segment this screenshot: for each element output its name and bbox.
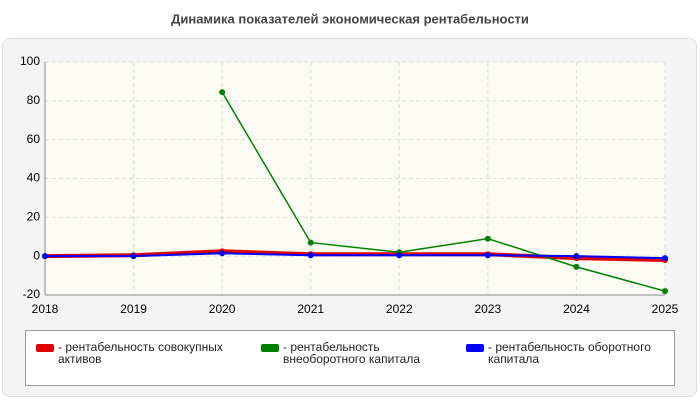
x-tick-label: 2023 bbox=[475, 302, 502, 316]
point bbox=[573, 253, 580, 260]
point bbox=[662, 288, 668, 295]
point bbox=[219, 89, 226, 96]
point bbox=[42, 253, 48, 260]
y-tick-label: 40 bbox=[27, 171, 41, 185]
x-tick-label: 2019 bbox=[120, 302, 147, 316]
series-line bbox=[45, 252, 666, 260]
legend-label: - рентабельность совокупных активов bbox=[58, 340, 223, 366]
point bbox=[484, 252, 491, 259]
point bbox=[662, 255, 668, 262]
y-tick-label: 0 bbox=[33, 248, 40, 262]
legend-item: - рентабельность совокупных активов bbox=[26, 331, 251, 385]
point bbox=[484, 235, 491, 242]
x-tick-label: 2020 bbox=[209, 302, 236, 316]
point bbox=[307, 252, 314, 259]
x-tick-label: 2022 bbox=[386, 302, 413, 316]
x-tick-label: 2021 bbox=[297, 302, 324, 316]
legend-item: - рентабельность внеоборотного капитала bbox=[251, 331, 456, 385]
legend-item: - рентабельность оборотного капитала bbox=[456, 331, 666, 385]
point bbox=[573, 263, 580, 270]
legend: - рентабельность совокупных активов - рен… bbox=[25, 330, 675, 386]
point bbox=[396, 252, 403, 259]
legend-swatch bbox=[466, 344, 484, 352]
legend-swatch bbox=[261, 344, 279, 352]
x-tick-label: 2024 bbox=[563, 302, 590, 316]
legend-swatch bbox=[36, 344, 54, 352]
point bbox=[219, 250, 226, 257]
series-line bbox=[221, 91, 666, 292]
legend-label: - рентабельность внеоборотного капитала bbox=[283, 340, 420, 366]
y-tick-label: -20 bbox=[23, 287, 41, 301]
point bbox=[130, 253, 137, 260]
chart-title: Динамика показателей экономическая рента… bbox=[171, 11, 529, 26]
y-tick-label: 100 bbox=[20, 54, 40, 68]
x-tick-label: 2018 bbox=[32, 302, 59, 316]
legend-label: - рентабельность оборотного капитала bbox=[488, 340, 651, 366]
x-tick-label: 2025 bbox=[652, 302, 679, 316]
y-tick-label: 60 bbox=[27, 132, 41, 146]
y-tick-label: 80 bbox=[27, 93, 41, 107]
point bbox=[307, 239, 314, 246]
y-tick-label: 20 bbox=[27, 210, 41, 224]
